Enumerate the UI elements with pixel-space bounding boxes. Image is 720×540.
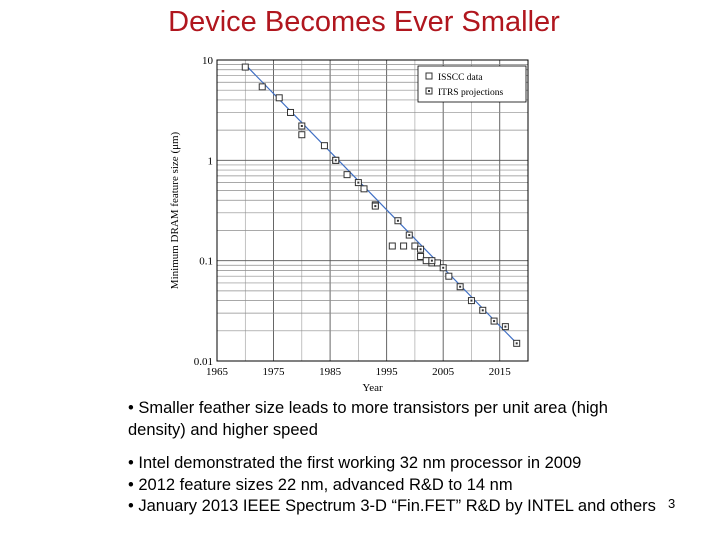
isscc-data-point (360, 185, 368, 193)
isscc-data-point (445, 272, 453, 280)
itrs-projection-point-dot (374, 205, 377, 208)
isscc-data-point (258, 83, 266, 91)
itrs-projection-point-dot (504, 325, 507, 328)
dram-feature-size-chart: 1965 1975 1985 1995 2005 2015 10 1 0.1 0.01 Minim… (169, 55, 529, 394)
bullet-finfet: • January 2013 IEEE Spectrum 3-D “Fin.FE… (128, 497, 656, 515)
chart-legend: ISSCC data ITRS projections (417, 65, 527, 103)
slide-title: Device Becomes Ever Smaller (168, 6, 560, 38)
itrs-projection-point-dot (357, 181, 360, 184)
legend-label-itrs: ITRS projections (438, 88, 503, 98)
isscc-data-point (287, 108, 295, 116)
itrs-projection-point-dot (459, 285, 462, 288)
x-tick-label: 1985 (319, 366, 342, 378)
slide-number: 3 (668, 496, 676, 511)
chart-grid (217, 60, 528, 361)
x-tick-label: 2005 (432, 366, 455, 378)
y-tick-label: 0.1 (199, 256, 213, 268)
isscc-data-point (320, 142, 328, 150)
legend-box (417, 65, 527, 103)
y-tick-label: 0.01 (194, 356, 213, 368)
x-tick-label: 2015 (489, 366, 512, 378)
legend-marker-isscc (425, 72, 433, 80)
itrs-projection-point-dot (481, 309, 484, 312)
isscc-data-point (422, 257, 430, 265)
itrs-projection-point-dot (470, 299, 473, 302)
isscc-data-point (411, 242, 419, 250)
isscc-data-point (434, 259, 442, 267)
legend-marker-itrs-dot (428, 90, 430, 92)
trend-line (244, 64, 518, 344)
itrs-projection-point-dot (334, 159, 337, 162)
itrs-projection-point-dot (442, 266, 445, 269)
y-tick-label: 1 (208, 155, 214, 167)
bullet-intel-32nm: • Intel demonstrated the first working 3… (128, 454, 582, 472)
isscc-data-point (400, 242, 408, 250)
x-tick-label: 1975 (263, 366, 286, 378)
isscc-data-point (275, 94, 283, 102)
bullet-density: • Smaller feather size leads to more tra… (128, 399, 608, 439)
x-tick-label: 1995 (376, 366, 399, 378)
itrs-projection-point-dot (515, 342, 518, 345)
y-axis-label: Minimum DRAM feature size (μm) (169, 131, 181, 289)
itrs-projection-point-dot (408, 234, 411, 237)
x-axis-label: Year (362, 382, 383, 394)
itrs-projection-point-dot (300, 124, 303, 127)
chart-marks (241, 63, 521, 347)
isscc-data-point (343, 171, 351, 179)
bullet-2012-22nm: • 2012 feature sizes 22 nm, advanced R&D… (128, 475, 513, 494)
itrs-projection-point-dot (493, 320, 496, 323)
y-tick-label: 10 (202, 55, 214, 67)
itrs-projection-point-dot (396, 219, 399, 222)
chart-ticks: 1965 1975 1985 1995 2005 2015 10 1 0.1 0.01 (194, 55, 511, 378)
bullet-list: • Smaller feather size leads to more tra… (128, 398, 668, 518)
itrs-projection-point-dot (430, 259, 433, 262)
isscc-data-point (388, 242, 396, 250)
itrs-projection-point-dot (419, 248, 422, 251)
isscc-data-point (417, 253, 425, 261)
plot-frame (216, 59, 529, 362)
legend-label-isscc: ISSCC data (438, 73, 483, 83)
isscc-data-point (241, 63, 249, 71)
x-tick-label: 1965 (206, 366, 229, 378)
isscc-data-point (298, 131, 306, 139)
